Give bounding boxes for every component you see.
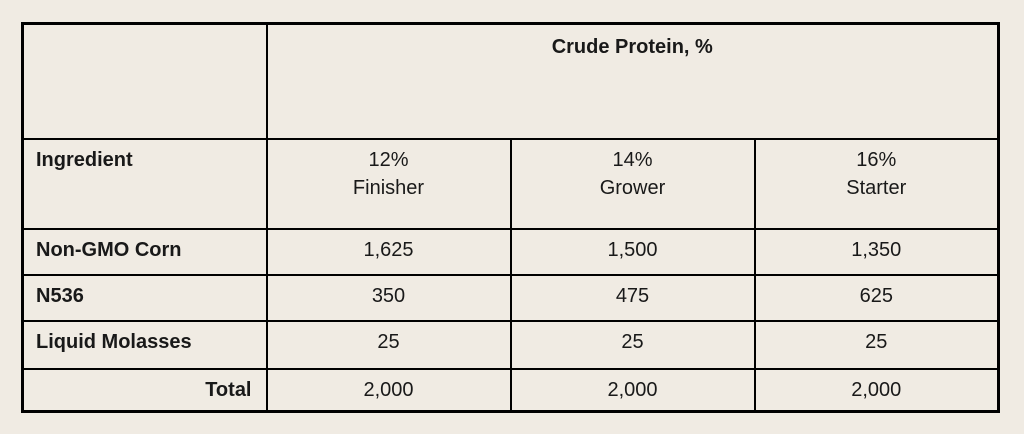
total-grower-value: 2,000 (509, 367, 756, 413)
row-label-n536: N536 (21, 273, 268, 322)
crude-protein-header: Crude Protein, % (265, 22, 1000, 140)
table-row-liquid-molasses: Liquid Molasses 25 25 25 (21, 319, 1000, 370)
column-headers-row: Ingredient 12% Finisher 14% Grower 16% S… (21, 137, 1000, 230)
starter-percent: 16% (856, 148, 897, 171)
total-finisher-value: 2,000 (265, 367, 512, 413)
column-header-grower: 14% Grower (509, 137, 756, 230)
total-starter-value: 2,000 (753, 367, 1000, 413)
feed-formulation-table: Crude Protein, % Ingredient 12% Finisher… (21, 22, 1001, 413)
crude-protein-header-row: Crude Protein, % (21, 22, 1000, 140)
grower-name: Grower (599, 176, 666, 199)
column-header-finisher: 12% Finisher (265, 137, 512, 230)
row-label-non-gmo-corn: Non-GMO Corn (21, 227, 268, 276)
liquid-molasses-grower-value: 25 (509, 319, 756, 370)
liquid-molasses-finisher-value: 25 (265, 319, 512, 370)
table-row-n536: N536 350 475 625 (21, 273, 1000, 322)
table-row-non-gmo-corn: Non-GMO Corn 1,625 1,500 1,350 (21, 227, 1000, 276)
n536-grower-value: 475 (509, 273, 756, 322)
n536-starter-value: 625 (753, 273, 1000, 322)
finisher-percent: 12% (368, 148, 409, 171)
non-gmo-corn-finisher-value: 1,625 (265, 227, 512, 276)
starter-name: Starter (846, 176, 907, 199)
column-header-starter: 16% Starter (753, 137, 1000, 230)
ingredient-header: Ingredient (21, 137, 268, 230)
liquid-molasses-starter-value: 25 (753, 319, 1000, 370)
row-label-liquid-molasses: Liquid Molasses (21, 319, 268, 370)
empty-corner-cell (21, 22, 268, 140)
non-gmo-corn-starter-value: 1,350 (753, 227, 1000, 276)
total-label: Total (21, 367, 268, 413)
grower-percent: 14% (612, 148, 653, 171)
non-gmo-corn-grower-value: 1,500 (509, 227, 756, 276)
finisher-name: Finisher (352, 176, 425, 199)
table-row-total: Total 2,000 2,000 2,000 (21, 367, 1000, 413)
n536-finisher-value: 350 (265, 273, 512, 322)
